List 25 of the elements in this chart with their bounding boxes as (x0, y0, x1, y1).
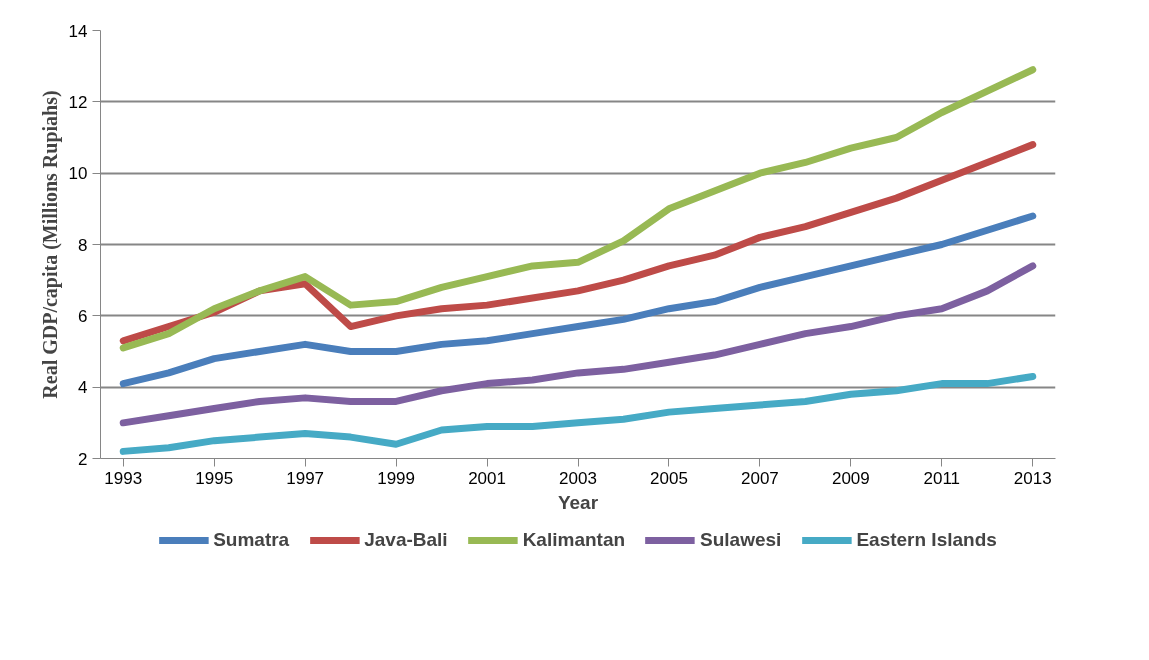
y-tick-label: 12 (68, 92, 88, 112)
x-tick-label: 2005 (650, 468, 688, 488)
x-tick-label: 2007 (741, 468, 779, 488)
y-tick-label: 10 (68, 164, 88, 184)
legend-label: Kalimantan (522, 529, 626, 551)
x-tick-label: 2001 (468, 468, 506, 488)
legend-label: Eastern Islands (856, 529, 997, 551)
x-axis-title: Year (557, 491, 599, 513)
y-tick-label: 4 (78, 378, 88, 398)
legend-label: Sumatra (213, 529, 290, 551)
x-tick-label: 1999 (377, 468, 416, 488)
y-tick-label: 8 (78, 235, 88, 255)
y-axis-title: Real GDP/capita (Millions Rupiahs) (38, 90, 62, 399)
x-tick-label: 1993 (104, 468, 143, 488)
x-tick-label: 2003 (559, 468, 597, 488)
x-tick-label: 2013 (1013, 468, 1052, 488)
y-tick-label: 14 (68, 21, 88, 41)
legend-label: Java-Bali (364, 529, 448, 551)
legend-label: Sulawesi (700, 529, 782, 551)
y-tick-label: 2 (78, 449, 88, 469)
x-tick-label: 2011 (923, 468, 961, 488)
x-tick-label: 1997 (286, 468, 325, 488)
x-tick-label: 2009 (831, 468, 870, 488)
y-tick-label: 6 (78, 306, 88, 326)
x-tick-label: 1995 (195, 468, 234, 488)
